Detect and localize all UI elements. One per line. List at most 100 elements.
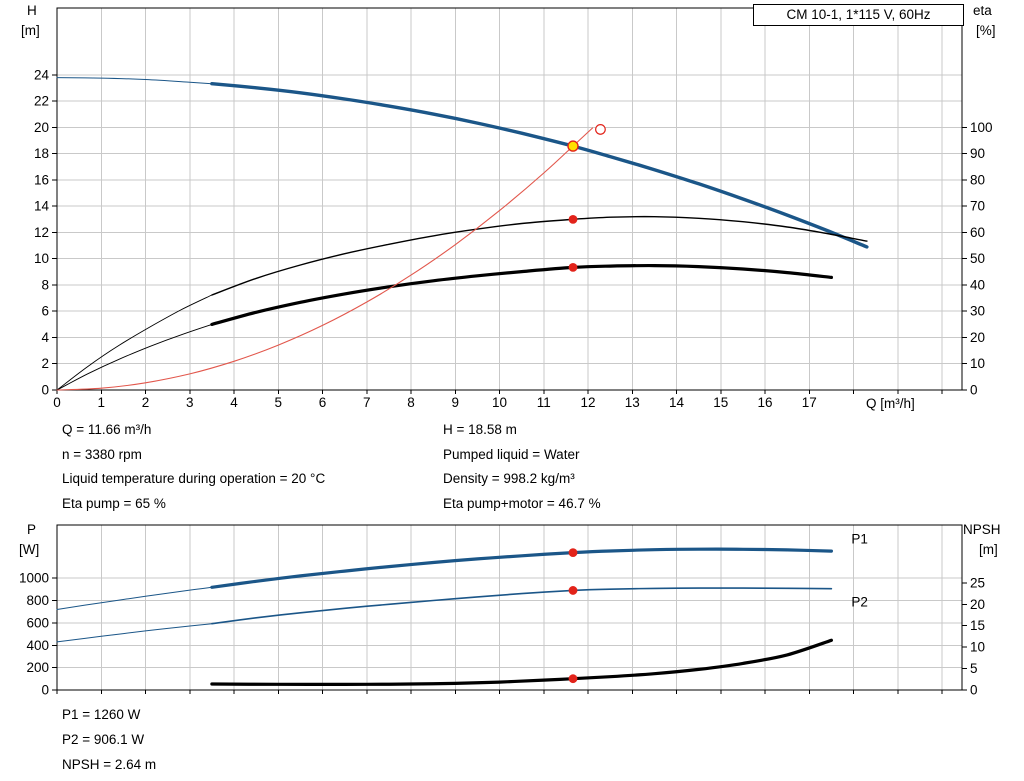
curve-eta-pump-motor-thin <box>56 323 213 391</box>
y-left-tick-label: 12 <box>34 225 49 240</box>
info-density: Density = 998.2 kg/m³ <box>443 471 575 487</box>
y-left-tick-label: 20 <box>34 120 49 135</box>
y-left-tick-label: 2 <box>41 356 49 371</box>
p-axis-unit: [W] <box>19 542 40 557</box>
y-left-tick-label: 800 <box>26 593 49 608</box>
curve-system-curve <box>56 127 594 391</box>
y-left-tick-label: 14 <box>34 199 50 214</box>
operating-point-marker <box>568 586 578 595</box>
y-right-tick-label: 20 <box>970 597 985 612</box>
info-liquid: Pumped liquid = Water <box>443 446 580 462</box>
info-p1: P1 = 1260 W <box>62 707 141 722</box>
npsh-axis-unit: [m] <box>979 542 998 557</box>
eta-axis-title: eta <box>973 3 992 18</box>
q-axis-title: Q [m³/h] <box>866 396 915 411</box>
info-eta-total: Eta pump+motor = 46.7 % <box>443 496 601 512</box>
operating-point-marker <box>568 674 578 684</box>
x-tick-label: 10 <box>492 395 507 410</box>
y-right-tick-label: 80 <box>970 172 985 187</box>
h-axis-unit: [m] <box>21 23 40 38</box>
curve-p2 <box>211 587 833 625</box>
curve-p1 <box>210 547 833 589</box>
y-right-tick-label: 70 <box>970 199 985 214</box>
curve-eta-pump-motor <box>210 263 833 326</box>
y-left-tick-label: 18 <box>34 146 49 161</box>
plot-border <box>56 524 963 691</box>
x-tick-label: 5 <box>275 395 283 410</box>
y-right-tick-label: 60 <box>970 225 985 240</box>
y-right-tick-label: 30 <box>970 304 985 319</box>
info-block-right: H = 18.58 m Pumped liquid = Water Densit… <box>443 418 601 517</box>
x-tick-label: 12 <box>581 395 596 410</box>
x-tick-label: 16 <box>758 395 773 410</box>
y-right-tick-label: 15 <box>970 618 985 633</box>
curve-hq-thin <box>56 77 213 85</box>
power-npsh-chart: 0 200 400 600 800 1000 0 5 10 15 20 25 P1 P2 <box>19 524 985 698</box>
h-axis-title: H <box>27 3 37 18</box>
curve-p1-thin <box>56 586 213 610</box>
info-npsh: NPSH = 2.64 m <box>62 757 157 772</box>
plot-border <box>56 7 963 391</box>
x-tick-label: 8 <box>407 395 415 410</box>
y-left-tick-label: 8 <box>41 277 49 292</box>
y-left-tick-label: 200 <box>26 660 49 675</box>
x-tick-label: 15 <box>713 395 728 410</box>
x-tick-label: 4 <box>230 395 238 410</box>
y-right-tick-label: 20 <box>970 330 985 345</box>
y-right-tick-label: 100 <box>970 120 993 135</box>
eta-axis-unit: [%] <box>976 23 996 38</box>
y-right-tick-label: 10 <box>970 356 985 371</box>
x-tick-label: 0 <box>53 395 61 410</box>
y-left-tick-label: 0 <box>41 383 49 398</box>
operating-point-marker <box>568 214 578 224</box>
y-right-tick-label: 0 <box>970 683 978 698</box>
x-tick-label: 14 <box>669 395 685 410</box>
y-left-tick-label: 6 <box>41 304 49 319</box>
curve-eta-pump <box>211 215 868 296</box>
curve-eta-pump-thin <box>56 294 213 391</box>
y-right-tick-label: 0 <box>970 383 978 398</box>
x-tick-label: 17 <box>802 395 817 410</box>
y-left-tick-label: 1000 <box>19 571 49 586</box>
x-tick-label: 2 <box>142 395 150 410</box>
y-left-tick-label: 600 <box>26 615 49 630</box>
y-right-tick-label: 5 <box>970 661 978 676</box>
hq-eta-chart: 0246810121416182022240102030405060708090… <box>34 7 993 410</box>
info-block-left: Q = 11.66 m³/h n = 3380 rpm Liquid tempe… <box>62 418 325 517</box>
info-block-bottom: P1 = 1260 W P2 = 906.1 W NPSH = 2.64 m <box>62 702 156 777</box>
y-left-tick-label: 22 <box>34 94 49 109</box>
x-tick-label: 11 <box>537 395 551 410</box>
y-right-tick-label: 40 <box>970 277 985 292</box>
operating-point-marker <box>568 262 578 272</box>
requested-point-marker <box>595 124 606 135</box>
curve-npsh <box>210 638 833 686</box>
p-axis-title: P <box>27 522 37 537</box>
y-right-tick-label: 50 <box>970 251 985 266</box>
y-left-tick-label: 10 <box>34 251 49 266</box>
y-right-tick-label: 90 <box>970 146 985 161</box>
info-temp: Liquid temperature during operation = 20… <box>62 471 326 487</box>
info-p2: P2 = 906.1 W <box>62 732 145 747</box>
y-left-tick-label: 24 <box>34 67 50 82</box>
y-left-tick-label: 4 <box>41 330 49 345</box>
info-h: H = 18.58 m <box>443 422 517 437</box>
operating-point-marker <box>568 548 578 558</box>
info-n: n = 3380 rpm <box>62 446 142 462</box>
x-tick-label: 7 <box>363 395 371 410</box>
info-q: Q = 11.66 m³/h <box>62 422 152 437</box>
curve-p2-thin <box>56 623 213 643</box>
y-right-tick-label: 10 <box>970 640 985 655</box>
info-eta-pump: Eta pump = 65 % <box>62 496 166 512</box>
y-left-tick-label: 16 <box>34 172 49 187</box>
y-right-tick-label: 25 <box>970 575 985 590</box>
x-tick-label: 1 <box>97 395 105 410</box>
x-tick-label: 13 <box>625 395 640 410</box>
y-left-tick-label: 400 <box>26 638 49 653</box>
duty-point-marker <box>567 140 579 152</box>
y-left-tick-label: 0 <box>41 683 49 698</box>
x-tick-label: 6 <box>319 395 327 410</box>
x-tick-label: 9 <box>452 395 460 410</box>
pump-title-box: CM 10-1, 1*115 V, 60Hz <box>753 4 964 26</box>
curve-hq <box>210 82 869 249</box>
